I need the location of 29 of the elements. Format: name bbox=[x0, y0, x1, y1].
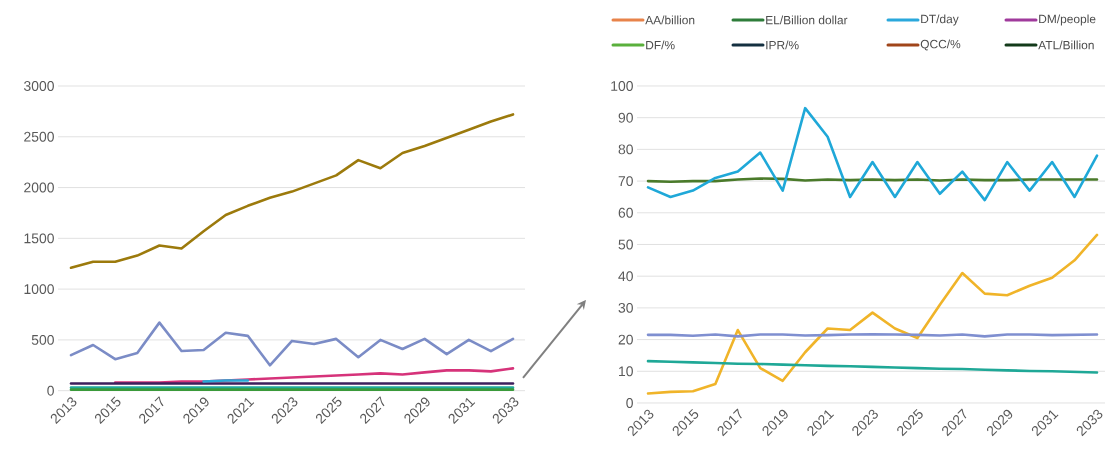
y-tick-label: 2000 bbox=[24, 182, 54, 193]
category-label: DT/day bbox=[921, 14, 959, 26]
y-tick-label: 30 bbox=[618, 302, 633, 313]
y-tick-label: 40 bbox=[618, 271, 633, 282]
y-tick-label: 2500 bbox=[24, 131, 54, 142]
y-tick-label: 1500 bbox=[24, 233, 54, 244]
category-label: IPR/% bbox=[766, 40, 799, 50]
y-tick-label: 100 bbox=[611, 81, 633, 91]
y-tick-label: 3000 bbox=[23, 81, 54, 91]
y-tick-label: 50 bbox=[618, 239, 633, 250]
y-tick-label: 80 bbox=[618, 144, 633, 155]
y-tick-label: 70 bbox=[618, 176, 633, 187]
y-tick-label: 1000 bbox=[24, 284, 54, 295]
y-tick-label: 90 bbox=[618, 112, 633, 123]
category-label: QCC/% bbox=[920, 39, 961, 51]
category-label: DF/% bbox=[646, 40, 675, 50]
line-series bbox=[646, 106, 1099, 202]
y-tick-label: 60 bbox=[618, 207, 633, 218]
y-tick-label: 500 bbox=[31, 334, 54, 345]
y-tick-label: 0 bbox=[47, 385, 54, 396]
category-label: EL/Billion dollar bbox=[766, 15, 848, 25]
category-label: ATL/Billion bbox=[1038, 40, 1094, 50]
category-label: DM/people bbox=[1039, 14, 1096, 26]
y-tick-label: 0 bbox=[626, 398, 633, 408]
y-tick-label: 10 bbox=[619, 366, 633, 377]
y-tick-label: 20 bbox=[618, 334, 633, 345]
line-series bbox=[646, 233, 1099, 395]
category-label: AA/billion bbox=[645, 15, 695, 25]
line-series bbox=[69, 321, 515, 367]
